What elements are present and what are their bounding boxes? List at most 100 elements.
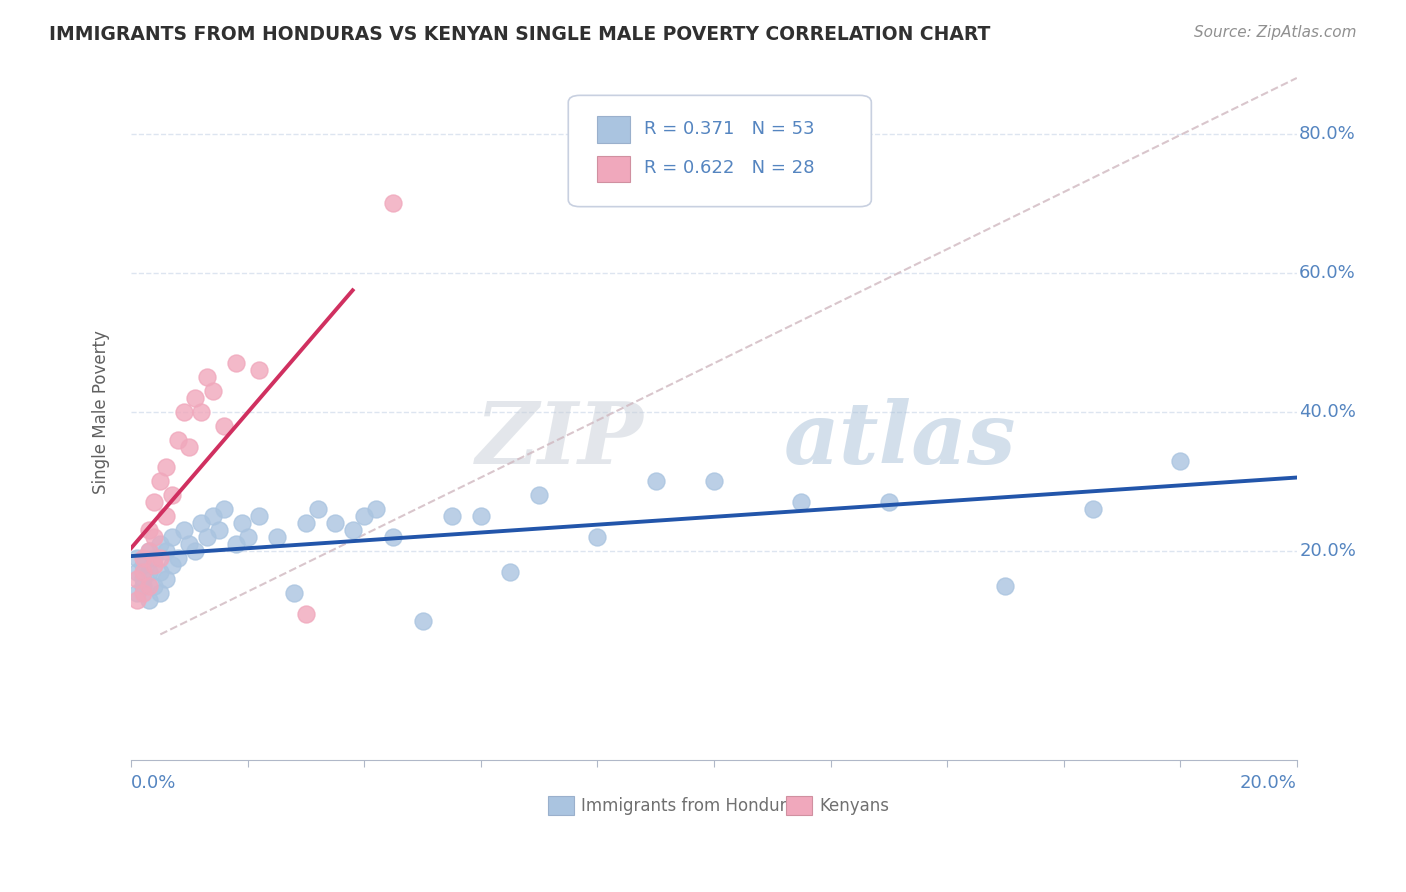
Point	[994, 579, 1017, 593]
Point	[440, 509, 463, 524]
Text: 60.0%: 60.0%	[1299, 264, 1355, 282]
Point	[125, 592, 148, 607]
Point	[307, 502, 329, 516]
FancyBboxPatch shape	[786, 796, 811, 815]
Text: R = 0.622   N = 28: R = 0.622 N = 28	[644, 160, 814, 178]
Y-axis label: Single Male Poverty: Single Male Poverty	[93, 330, 110, 494]
Point	[201, 384, 224, 398]
Point	[225, 356, 247, 370]
Point	[173, 523, 195, 537]
Point	[125, 585, 148, 599]
Point	[225, 537, 247, 551]
Text: 0.0%: 0.0%	[131, 773, 177, 791]
Point	[412, 614, 434, 628]
Text: Source: ZipAtlas.com: Source: ZipAtlas.com	[1194, 25, 1357, 40]
Point	[143, 550, 166, 565]
Text: R = 0.371   N = 53: R = 0.371 N = 53	[644, 120, 814, 137]
Point	[143, 558, 166, 572]
Point	[207, 523, 229, 537]
Point	[214, 418, 236, 433]
Point	[499, 565, 522, 579]
Point	[703, 475, 725, 489]
Point	[184, 391, 207, 405]
Point	[166, 550, 188, 565]
Point	[155, 544, 177, 558]
Point	[132, 565, 155, 579]
Point	[138, 592, 160, 607]
Point	[382, 196, 405, 211]
Point	[236, 530, 259, 544]
Point	[323, 516, 346, 530]
Point	[132, 558, 155, 572]
Point	[132, 579, 155, 593]
Point	[1081, 502, 1104, 516]
Point	[179, 440, 201, 454]
Point	[149, 585, 172, 599]
Point	[382, 530, 405, 544]
Point	[184, 544, 207, 558]
Point	[527, 488, 550, 502]
Text: 20.0%: 20.0%	[1240, 773, 1296, 791]
Point	[790, 495, 813, 509]
Point	[353, 509, 375, 524]
Text: Immigrants from Honduras: Immigrants from Honduras	[581, 797, 806, 814]
FancyBboxPatch shape	[548, 796, 574, 815]
Point	[195, 530, 218, 544]
Point	[231, 516, 253, 530]
Point	[143, 530, 166, 544]
Point	[132, 572, 155, 586]
Point	[143, 579, 166, 593]
Point	[586, 530, 609, 544]
FancyBboxPatch shape	[568, 95, 872, 207]
Point	[295, 516, 318, 530]
Point	[155, 572, 177, 586]
Point	[179, 537, 201, 551]
Point	[201, 509, 224, 524]
Point	[247, 509, 270, 524]
Text: 80.0%: 80.0%	[1299, 125, 1355, 143]
Point	[132, 550, 155, 565]
Point	[195, 370, 218, 384]
Text: Kenyans: Kenyans	[818, 797, 889, 814]
Point	[132, 585, 155, 599]
FancyBboxPatch shape	[598, 156, 630, 182]
Point	[138, 579, 160, 593]
Text: ZIP: ZIP	[477, 398, 644, 482]
Point	[214, 502, 236, 516]
Text: IMMIGRANTS FROM HONDURAS VS KENYAN SINGLE MALE POVERTY CORRELATION CHART: IMMIGRANTS FROM HONDURAS VS KENYAN SINGL…	[49, 25, 991, 44]
Point	[283, 585, 305, 599]
Point	[877, 495, 900, 509]
Point	[125, 550, 148, 565]
Point	[364, 502, 387, 516]
Point	[155, 460, 177, 475]
Point	[266, 530, 288, 544]
Point	[342, 523, 364, 537]
Point	[138, 565, 160, 579]
Point	[143, 495, 166, 509]
Text: 20.0%: 20.0%	[1299, 542, 1355, 560]
Point	[160, 530, 183, 544]
Point	[160, 488, 183, 502]
Point	[644, 475, 666, 489]
FancyBboxPatch shape	[598, 116, 630, 143]
Point	[155, 509, 177, 524]
Point	[166, 433, 188, 447]
Point	[138, 544, 160, 558]
Point	[247, 363, 270, 377]
Point	[190, 516, 212, 530]
Point	[125, 565, 148, 579]
Point	[149, 565, 172, 579]
Text: atlas: atlas	[785, 398, 1017, 482]
Point	[173, 405, 195, 419]
Point	[470, 509, 492, 524]
Point	[149, 550, 172, 565]
Point	[149, 537, 172, 551]
Point	[138, 523, 160, 537]
Point	[149, 475, 172, 489]
Point	[190, 405, 212, 419]
Point	[138, 544, 160, 558]
Point	[125, 572, 148, 586]
Text: 40.0%: 40.0%	[1299, 403, 1355, 421]
Point	[295, 607, 318, 621]
Point	[1168, 453, 1191, 467]
